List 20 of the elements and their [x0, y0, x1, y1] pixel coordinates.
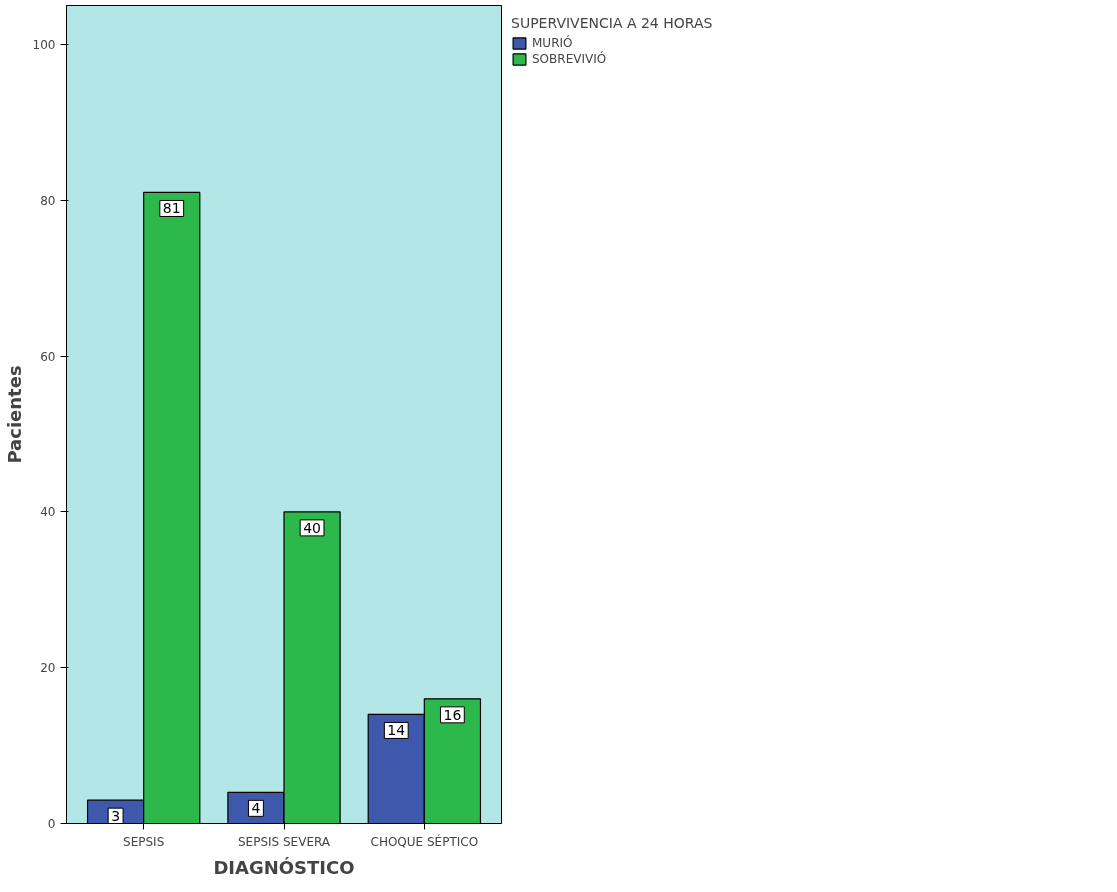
x-tick-label: SEPSIS: [123, 834, 165, 849]
y-tick-label: 20: [40, 661, 56, 676]
y-tick-label: 80: [40, 193, 56, 208]
y-tick-label: 60: [40, 349, 56, 364]
x-tick-label: CHOQUE SÉPTICO: [370, 833, 479, 849]
data-label: 16: [443, 706, 462, 723]
x-tick-label: SEPSIS SEVERA: [237, 834, 331, 849]
data-label: 14: [387, 722, 406, 739]
y-axis-title: Pacientes: [3, 365, 25, 464]
data-label: 3: [111, 808, 121, 825]
legend-title: SUPERVIVENCIA A 24 HORAS: [511, 15, 713, 31]
x-axis-title: DIAGNÓSTICO: [213, 856, 355, 878]
legend-label: MURIÓ: [532, 36, 573, 50]
data-label: 4: [251, 800, 261, 817]
data-label: 40: [303, 519, 321, 536]
legend-label: SOBREVIVIÓ: [532, 52, 607, 66]
data-label: 81: [162, 200, 181, 217]
y-tick-label: 40: [40, 505, 56, 520]
y-tick-label: 0: [47, 817, 56, 831]
y-tick-label: 100: [32, 37, 56, 52]
